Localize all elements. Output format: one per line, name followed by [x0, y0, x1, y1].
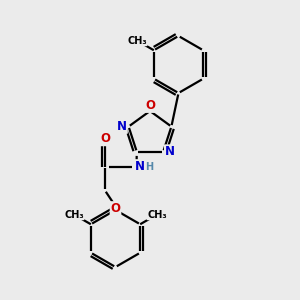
Text: O: O: [145, 99, 155, 112]
Text: O: O: [110, 202, 121, 215]
Text: CH₃: CH₃: [127, 35, 147, 46]
Text: O: O: [100, 132, 110, 146]
Text: H: H: [145, 161, 153, 172]
Text: CH₃: CH₃: [147, 209, 167, 220]
Text: CH₃: CH₃: [64, 209, 84, 220]
Text: N: N: [134, 160, 145, 173]
Text: N: N: [117, 120, 127, 133]
Text: N: N: [165, 145, 175, 158]
